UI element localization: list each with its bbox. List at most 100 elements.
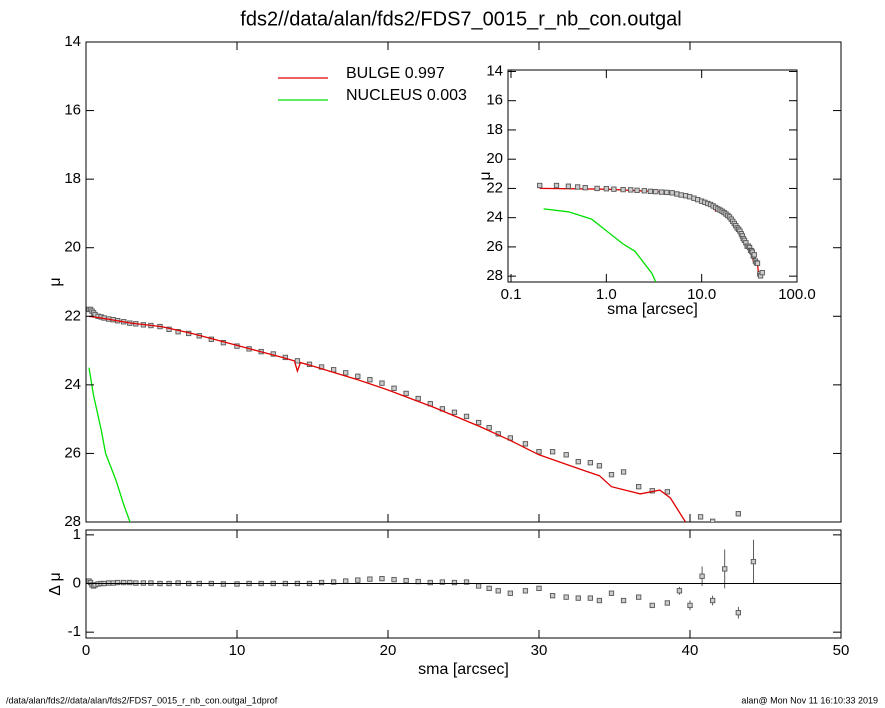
data-point [687,194,693,200]
data-point [620,186,626,193]
x-tick-label: 0 [82,642,90,659]
data-point [636,594,642,600]
data-point [587,595,593,601]
y-axis-label: μ [47,277,64,286]
y-axis-label: μ [477,171,494,180]
data-point [674,191,680,197]
y-tick-label: 18 [64,170,81,187]
profile-line [88,367,131,522]
x-tick-label: 1.0 [596,286,617,303]
data-point [611,186,617,192]
data-point [594,185,600,192]
data-point [463,413,470,420]
x-tick-label: 20 [380,642,397,659]
data-point [710,597,716,604]
legend-label: NUCLEUS 0.003 [346,87,467,104]
data-point [636,484,642,490]
data-point [175,329,181,335]
data-point [563,452,569,458]
data-point [403,577,409,584]
data-point [628,187,634,193]
data-point [575,595,581,601]
y-tick-label: 18 [486,121,503,138]
data-point [678,192,684,198]
data-point [536,585,542,592]
data-point [367,377,373,383]
data-point [676,588,683,594]
data-point [536,449,542,455]
y-tick-label: 26 [64,444,81,461]
data-point [735,511,741,517]
data-point [735,610,741,616]
data-point [608,472,615,478]
data-point [439,579,446,585]
chart-title: fds2//data/alan/fds2/FDS7_0015_r_nb_con.… [240,8,681,30]
y-tick-label: 1 [73,526,81,543]
y-tick-label: 22 [486,179,503,196]
data-point [475,419,482,426]
data-point [750,558,757,565]
footer-right: alan@ Mon Nov 11 16:10:33 2019 [741,695,878,705]
profile-line [88,315,687,522]
y-tick-label: 24 [64,376,81,393]
data-point [664,189,670,196]
data-point [355,373,361,379]
data-point [391,385,397,391]
data-point [647,188,654,195]
data-point [575,459,581,465]
data-point [549,449,556,455]
data-point [391,576,397,583]
y-tick-label: 14 [486,62,503,79]
data-point [121,579,127,586]
data-point [427,579,433,586]
data-point [587,460,593,466]
data-point [697,514,704,520]
profile-line [543,208,657,282]
data-point [367,576,373,582]
data-point [463,579,470,585]
data-point [343,578,349,584]
footer-left: /data/alan/fds2//data/alan/fds2/FDS7_001… [6,695,278,705]
data-point [403,390,409,397]
x-tick-label: 0.1 [501,286,522,303]
data-point [664,600,671,606]
data-point [522,588,529,594]
data-point [553,182,560,189]
data-point [634,187,640,193]
data-point [379,575,385,582]
data-point [722,566,728,572]
y-tick-label: 20 [486,150,503,167]
data-point [495,588,501,594]
x-tick-label: 10.0 [687,286,716,303]
data-point [649,602,655,609]
plot-area [86,306,741,522]
x-tick-label: 50 [833,642,850,659]
data-point [318,579,325,586]
data-point [451,579,458,586]
y-tick-label: 28 [486,267,503,284]
y-tick-label: -1 [68,623,81,640]
data-point [379,380,385,386]
data-point [620,469,627,475]
data-point [687,602,693,609]
data-point [669,190,675,196]
data-point [603,186,609,192]
y-axis-label: Δ μ [47,572,64,595]
data-point [415,395,421,402]
data-point [486,585,492,592]
data-point [537,182,543,189]
data-point [522,441,529,447]
x-tick-label: 40 [682,642,699,659]
legend-label: BULGE 0.997 [346,65,445,82]
y-tick-label: 24 [486,209,503,226]
data-point [582,185,588,191]
data-point [653,188,659,195]
data-point [475,583,482,589]
data-point [330,579,337,585]
x-tick-label: 100.0 [778,286,816,303]
data-point [759,269,765,276]
data-point [563,594,569,600]
y-tick-label: 14 [64,33,81,50]
